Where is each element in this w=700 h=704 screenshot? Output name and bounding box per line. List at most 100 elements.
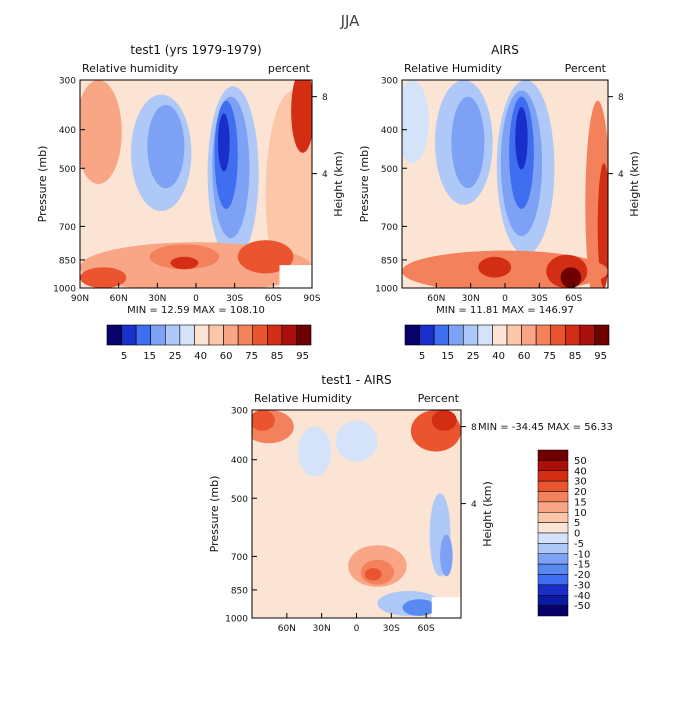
panel-title: test1 (yrs 1979-1979) [130,43,261,57]
colorbar-label: 60 [518,351,531,362]
colorbar-cell [537,574,569,586]
colorbar-label: 40 [574,466,587,477]
y-tick-label: 500 [231,495,248,505]
field-region [478,256,512,278]
panel-0-stats: MIN = 12.59 MAX = 108.10 [127,305,265,316]
y-tick-label: 400 [381,126,398,136]
colorbar-cell [252,324,268,346]
colorbar-cell [537,491,569,503]
colorbar-cell [537,532,569,544]
colorbar-label: -30 [574,580,590,591]
colorbar-cell [106,324,122,346]
colorbar-cell [121,324,137,346]
y2-axis-label: Height (km) [628,151,641,217]
field-region [560,267,582,288]
colorbar-label: -40 [574,591,590,602]
panel-right-label: Percent [565,62,607,75]
colorbar-cell [433,324,450,346]
colorbar-label: 5 [574,518,580,529]
field-region [291,80,312,153]
colorbar-label: 5 [419,351,425,362]
field-region [147,104,185,189]
colorbar-label: -10 [574,549,590,560]
x-tick-label: 30S [383,624,400,634]
y2-tick-label: 4 [322,170,328,180]
field-region [451,96,485,189]
colorbar-cell [535,324,552,346]
colorbar-label: 40 [492,351,505,362]
field-region [335,420,378,463]
y-tick-label: 300 [381,77,398,87]
colorbar-label: 75 [543,351,556,362]
panel-0: test1 (yrs 1979-1979) Relative humidity pe… [36,43,345,304]
field-region [364,568,382,581]
y-tick-label: 700 [381,223,398,233]
field-region [297,426,332,477]
panel-title: test1 - AIRS [321,373,391,387]
colorbar-label: -5 [574,539,584,550]
colorbar-cell [537,480,569,492]
colorbar-cell [506,324,522,346]
y2-axis-label: Height (km) [481,481,494,547]
y-tick-label: 300 [59,77,76,87]
x-tick-label: 30S [226,294,243,304]
field-region [218,113,230,172]
y-axis-label: Pressure (mb) [36,146,49,223]
x-tick-label: 60N [427,294,445,304]
y-tick-label: 400 [231,456,248,466]
colorbar-cell [135,324,152,346]
colorbar-label: -20 [574,570,590,581]
y2-tick-label: 4 [618,170,624,180]
y2-tick-label: 8 [618,93,624,103]
colorbar-cell [537,512,569,523]
x-tick-label: 60N [110,294,128,304]
y-tick-label: 700 [59,223,76,233]
colorbar-label: 5 [121,351,127,362]
colorbar-cell [564,324,581,346]
colorbar-cell [281,324,297,346]
colorbar-cell [462,324,479,346]
y-tick-label: 300 [231,407,248,417]
colorbar-cell [492,324,508,346]
missing-data [279,265,312,288]
y-tick-label: 850 [231,586,248,596]
colorbar-label: 85 [569,351,582,362]
colorbar-cell [419,324,435,346]
x-tick-label: 0 [193,294,199,304]
y-tick-label: 400 [59,126,76,136]
field-region [597,163,608,288]
panel-left-label: Relative humidity [82,62,179,75]
colorbar-cell [537,449,569,461]
colorbar-cell [537,584,569,596]
colorbar-label: 25 [169,351,182,362]
y2-tick-label: 8 [471,423,477,433]
colorbar-label: 30 [574,477,587,488]
colorbar-cell [266,324,283,346]
y-tick-label: 500 [59,165,76,175]
colorbar-cell [537,470,569,482]
y-tick-label: 700 [231,553,248,563]
colorbar-cell [550,324,566,346]
panel-left-label: Relative Humidity [254,392,352,405]
colorbar-cell [194,324,210,346]
colorbar-label: 60 [220,351,233,362]
field-region [170,256,199,270]
panel-0-field [80,80,312,288]
field-region [431,410,457,431]
colorbar-cell [237,324,254,346]
colorbar-label: 85 [271,351,284,362]
colorbar-label: 25 [467,351,480,362]
colorbar-label: 40 [194,351,207,362]
missing-data [431,597,461,618]
colorbar-label: 20 [574,487,587,498]
colorbar-label: -50 [574,601,590,612]
field-region [515,107,528,170]
colorbar-cell [448,324,464,346]
x-tick-label: 0 [502,294,508,304]
colorbar-label: 10 [574,508,587,519]
panel-2-field [252,410,461,618]
colorbar-cell [537,460,569,471]
y2-tick-label: 4 [471,500,477,510]
